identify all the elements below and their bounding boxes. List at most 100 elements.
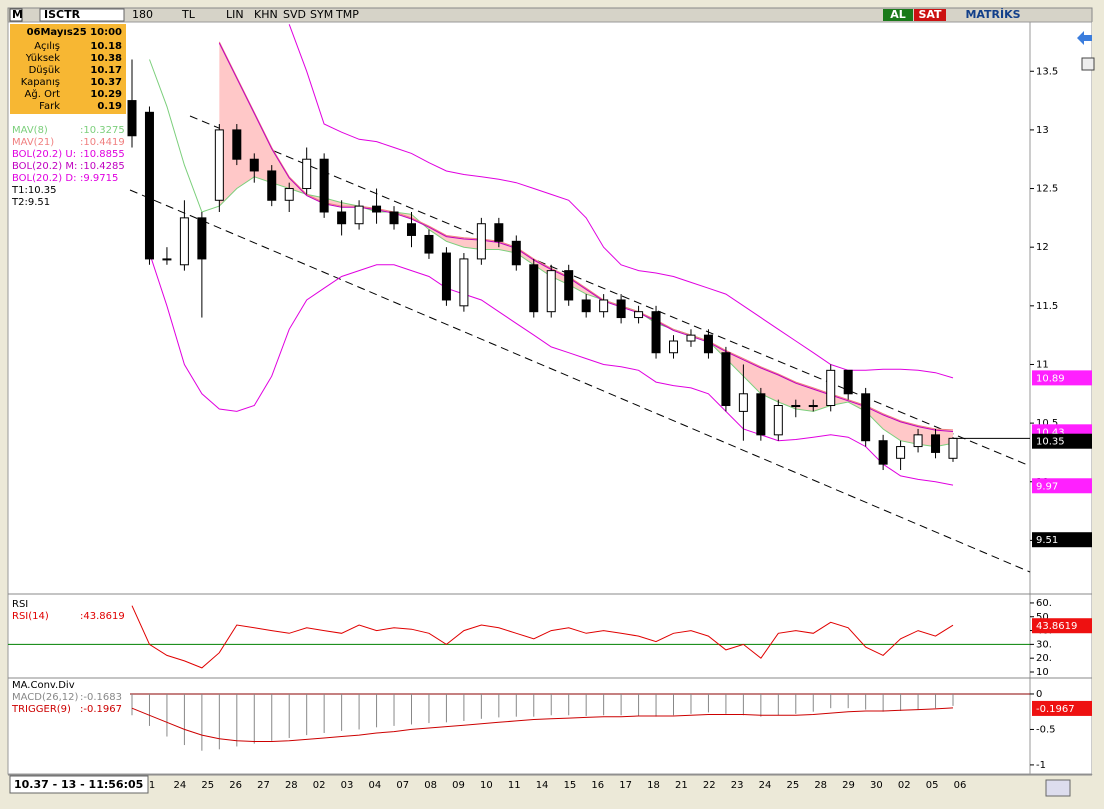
y-tick-label: 10.5 [1036, 418, 1058, 429]
legend-value: :-0.1967 [80, 704, 122, 715]
candle-body [302, 158, 312, 190]
candle-body [896, 446, 906, 459]
candle-body [232, 129, 242, 160]
toolbar-item[interactable]: TMP [335, 8, 359, 21]
toolbar-item[interactable]: SVD [283, 8, 306, 21]
legend-name: BOL(20.2) U: [12, 149, 76, 160]
refresh-button[interactable] [1045, 779, 1071, 797]
candle-body [861, 393, 871, 442]
symbol[interactable]: ISCTR [44, 8, 81, 21]
y-tick-label: 30. [1036, 639, 1052, 650]
info-value: 10.17 [90, 65, 122, 76]
toolbar-item[interactable]: LIN [226, 8, 244, 21]
y-tick-label: -0.5 [1036, 724, 1056, 735]
pane-title: RSI [12, 599, 28, 610]
x-tick-label: 28 [814, 780, 827, 791]
trigger-line [131, 707, 954, 742]
symbol-box [39, 8, 125, 22]
info-value: 0.19 [97, 101, 122, 112]
x-tick-label: 18 [647, 780, 660, 791]
price-badge [1032, 433, 1092, 449]
candle-body [948, 437, 958, 459]
candle-body [354, 205, 364, 225]
candle-body [144, 111, 154, 260]
x-tick-label: 23 [731, 780, 744, 791]
x-tick-label: 25 [201, 780, 214, 791]
candle-body [529, 264, 539, 313]
y-tick-label: 11.5 [1036, 301, 1058, 312]
legend-name: RSI(14) [12, 611, 49, 622]
legend-name: TRIGGER(9) [11, 704, 71, 715]
x-tick-label: 25 [786, 780, 799, 791]
candle-body [127, 100, 137, 137]
candle-body [931, 434, 941, 453]
info-date: 06Mayıs25 10:00 [27, 27, 122, 38]
info-label: Fark [39, 101, 60, 112]
candle-body [406, 223, 416, 236]
legend-name: MACD(26,12) [12, 692, 79, 703]
candle-body [808, 405, 818, 408]
badge-label: 10.43 [1036, 427, 1065, 438]
info-label: Yüksek [25, 53, 60, 64]
x-tick-label: 11 [508, 780, 521, 791]
legend-name: BOL(20.2) M: [12, 161, 77, 172]
badge-label: 9.51 [1036, 535, 1058, 546]
candle-body [843, 369, 853, 395]
target-label: T1:10.35 [11, 185, 56, 196]
candle-body [494, 223, 504, 242]
x-tick-label: 09 [452, 780, 465, 791]
candle-body [284, 188, 294, 201]
x-tick-label: 15 [564, 780, 577, 791]
toolbar-item[interactable]: SYM [310, 8, 333, 21]
badge-label: 10.35 [1036, 437, 1065, 448]
legend-value: :10.8855 [80, 149, 125, 160]
brand: MATRİKS [965, 7, 1020, 21]
toolbar-item[interactable]: TL [181, 8, 196, 21]
price-badge [1032, 618, 1092, 634]
sell-label[interactable]: SAT [918, 8, 942, 21]
info-value: 10.38 [90, 53, 122, 64]
candle-body [389, 211, 399, 225]
y-tick-label: 60. [1036, 598, 1052, 609]
info-label: Kapanış [21, 77, 60, 88]
scroll-button[interactable] [1081, 57, 1095, 71]
buy-button[interactable] [883, 9, 913, 21]
candle-body [738, 393, 748, 412]
status-text: 10.37 - 13 - 11:56:05 [14, 778, 143, 791]
y-tick-label: 13 [1036, 125, 1049, 136]
candle-body [511, 240, 521, 266]
info-label: Ağ. Ort [25, 88, 61, 100]
overlay-line [288, 24, 954, 379]
legend-value: :10.4285 [80, 161, 125, 172]
price-badge [1032, 478, 1092, 494]
candle-body [162, 258, 172, 261]
y-tick-label: 50. [1036, 612, 1052, 623]
period[interactable]: 180 [132, 8, 153, 21]
buy-label[interactable]: AL [890, 8, 906, 21]
x-tick-label: 02 [898, 780, 911, 791]
candle-body [651, 311, 661, 354]
badge-label: 43.8619 [1036, 621, 1077, 632]
x-tick-label: 1 [149, 780, 155, 791]
channel-upper [189, 115, 1031, 467]
info-value: 10.37 [90, 77, 122, 88]
channel-lower [129, 189, 1031, 573]
x-tick-label: 03 [341, 780, 354, 791]
candle-body [546, 270, 556, 313]
candle-body [791, 405, 801, 408]
sell-button[interactable] [914, 9, 946, 21]
y-tick-label: 12.5 [1036, 184, 1058, 195]
y-tick-label: 13.5 [1036, 66, 1058, 77]
back-arrow[interactable] [1077, 31, 1092, 45]
x-tick-label: 08 [424, 780, 437, 791]
candle-body [773, 405, 783, 436]
x-tick-label: 04 [369, 780, 382, 791]
candle-body [599, 299, 609, 313]
x-tick-label: 29 [842, 780, 855, 791]
legend-name: BOL(20.2) D: [12, 173, 76, 184]
candle-body [826, 369, 836, 407]
candle-body [337, 211, 347, 225]
legend-name: MAV(21) [12, 137, 54, 148]
toolbar-item[interactable]: KHN [254, 8, 278, 21]
y-tick-label: 12 [1036, 242, 1049, 253]
